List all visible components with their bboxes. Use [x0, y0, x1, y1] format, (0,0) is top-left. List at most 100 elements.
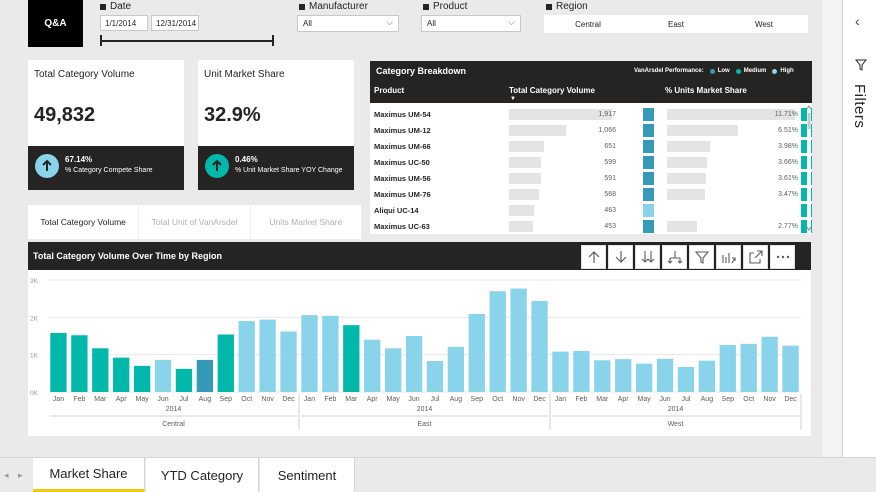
- product-value: All: [427, 19, 436, 28]
- table-row[interactable]: Aliqui UC-14 463: [370, 203, 812, 219]
- chart-bar: [615, 359, 632, 392]
- chart-bar: [259, 319, 276, 392]
- region-west-button[interactable]: West: [754, 19, 774, 29]
- x-tick-label: Aug: [199, 396, 212, 403]
- share-bar: [667, 189, 705, 200]
- share-value: 3.61%: [778, 175, 798, 182]
- chevron-right-icon[interactable]: ▸: [18, 470, 23, 480]
- region-east-button[interactable]: East: [667, 19, 684, 29]
- table-row[interactable]: Maximus UM-54 1,917 11.71%: [370, 107, 812, 123]
- chart-bar: [552, 351, 569, 392]
- expand-hierarchy-icon[interactable]: [662, 245, 687, 269]
- volume-value: 1,917: [598, 111, 616, 118]
- unit-market-share-card[interactable]: Unit Market Share 32.9% 0.46% % Unit Mar…: [198, 60, 354, 190]
- page-tab-sentiment[interactable]: Sentiment: [260, 458, 355, 492]
- volume-cell: 651: [509, 141, 616, 152]
- x-tick-label: Jun: [659, 396, 670, 403]
- tab-total-category-volume[interactable]: Total Category Volume: [28, 205, 140, 239]
- volume-bar: [509, 221, 534, 232]
- more-options-icon[interactable]: [770, 245, 795, 269]
- table-row[interactable]: Maximus UC-50 599 3.66%: [370, 155, 812, 171]
- filters-pane-label[interactable]: Filters: [851, 84, 868, 129]
- focus-mode-icon[interactable]: [716, 245, 741, 269]
- date-range-start-handle[interactable]: [100, 35, 102, 46]
- region-central-button[interactable]: Central: [575, 19, 601, 29]
- product-name: Maximus UM-12: [374, 126, 431, 135]
- table-row[interactable]: Maximus UC-63 453 2.77%: [370, 219, 812, 234]
- share-bar: [667, 109, 795, 120]
- column-header-volume[interactable]: Total Category Volume: [509, 86, 595, 95]
- filter-icon[interactable]: [854, 58, 868, 72]
- drill-down-icon[interactable]: [608, 245, 633, 269]
- product-name: Maximus UM-56: [374, 174, 431, 183]
- chart-bar: [698, 360, 716, 392]
- y-tick-label: 1K: [30, 353, 39, 360]
- page-tab-ytd-category[interactable]: YTD Category: [146, 458, 259, 492]
- table-row[interactable]: Maximus UM-12 1,066 6.51%: [370, 123, 812, 139]
- filter-icon[interactable]: [689, 245, 714, 269]
- table-row[interactable]: Maximus UM-76 568 3.47%: [370, 187, 812, 203]
- pop-out-icon[interactable]: [743, 245, 768, 269]
- product-cell: Maximus UM-54: [370, 107, 496, 121]
- chart-bar: [364, 339, 381, 392]
- x-tick-label: Feb: [73, 396, 85, 403]
- share-value: 3.66%: [778, 159, 798, 166]
- x-tick-label: Mar: [596, 396, 609, 403]
- chart-bar: [573, 350, 590, 392]
- table-row[interactable]: Maximus UM-66 651 3.98%: [370, 139, 812, 155]
- region-label: Central: [162, 421, 185, 428]
- qa-button[interactable]: Q&A: [28, 0, 83, 47]
- slicer-marker-icon: [100, 3, 106, 10]
- page-tab-market-share[interactable]: Market Share: [33, 458, 145, 492]
- share-value: 6.51%: [778, 127, 798, 134]
- drill-up-icon[interactable]: [581, 245, 606, 269]
- chart-bar: [656, 358, 674, 392]
- x-tick-label: Apr: [116, 396, 128, 403]
- chevron-left-icon[interactable]: ‹: [855, 13, 860, 29]
- volume-performance-indicator: [643, 124, 654, 137]
- report-canvas: Q&A Date 1/1/2014 12/31/2014 Manufacture…: [28, 0, 812, 436]
- table-row[interactable]: Maximus UM-56 591 3.61%: [370, 171, 812, 187]
- chart-bar: [594, 360, 611, 392]
- arrow-up-icon: [35, 154, 59, 178]
- column-header-share[interactable]: % Units Market Share: [665, 86, 747, 95]
- chart-bar: [133, 365, 151, 392]
- volume-cell: 1,917: [509, 109, 616, 120]
- share-performance-indicator: [801, 172, 812, 185]
- chart-bar: [719, 344, 736, 392]
- tab-total-unit-vanarsdel[interactable]: Total Unit of VanArsdel: [139, 205, 251, 239]
- total-category-volume-card[interactable]: Total Category Volume 49,832 67.14% % Ca…: [28, 60, 184, 190]
- date-slicer-label: Date: [110, 1, 132, 12]
- share-value: 2.77%: [778, 223, 798, 230]
- x-tick-label: Sep: [722, 396, 735, 403]
- table-scrollbar[interactable]: [806, 103, 812, 234]
- share-cell: [667, 205, 798, 216]
- year-label: 2014: [417, 406, 433, 413]
- x-tick-label: Jun: [157, 396, 168, 403]
- x-tick-label: Jun: [408, 396, 419, 403]
- date-range-end-handle[interactable]: [272, 35, 274, 46]
- chart-bar: [175, 368, 193, 392]
- product-dropdown[interactable]: All ⌵: [421, 15, 521, 32]
- expand-next-level-icon[interactable]: [635, 245, 660, 269]
- region-volume-chart: Total Category Volume Over Time by Regio…: [28, 242, 811, 436]
- chart-bar: [384, 348, 402, 392]
- chart-bar: [761, 336, 778, 392]
- manufacturer-slicer-label: Manufacturer: [309, 1, 368, 12]
- region-slicer-title: Region: [546, 1, 588, 12]
- x-tick-label: Nov: [512, 396, 525, 403]
- volume-value: 463: [604, 207, 616, 214]
- date-end-input[interactable]: 12/31/2014: [151, 15, 199, 31]
- date-start-input[interactable]: 1/1/2014: [100, 15, 148, 31]
- date-range-slider[interactable]: [100, 40, 274, 42]
- tab-units-market-share[interactable]: Units Market Share: [251, 205, 362, 239]
- legend-high-label: High: [780, 68, 794, 74]
- x-tick-label: Jul: [430, 396, 439, 403]
- chevron-left-icon[interactable]: ◂: [4, 470, 9, 480]
- product-slicer-label: Product: [433, 1, 468, 12]
- column-header-product[interactable]: Product: [374, 86, 405, 95]
- manufacturer-dropdown[interactable]: All ⌵: [297, 15, 399, 32]
- chart-bar: [196, 359, 214, 392]
- share-cell: 2.77%: [667, 221, 798, 232]
- chart-title: Total Category Volume Over Time by Regio…: [33, 251, 223, 261]
